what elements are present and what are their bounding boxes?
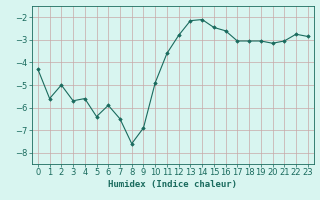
X-axis label: Humidex (Indice chaleur): Humidex (Indice chaleur) [108,180,237,189]
